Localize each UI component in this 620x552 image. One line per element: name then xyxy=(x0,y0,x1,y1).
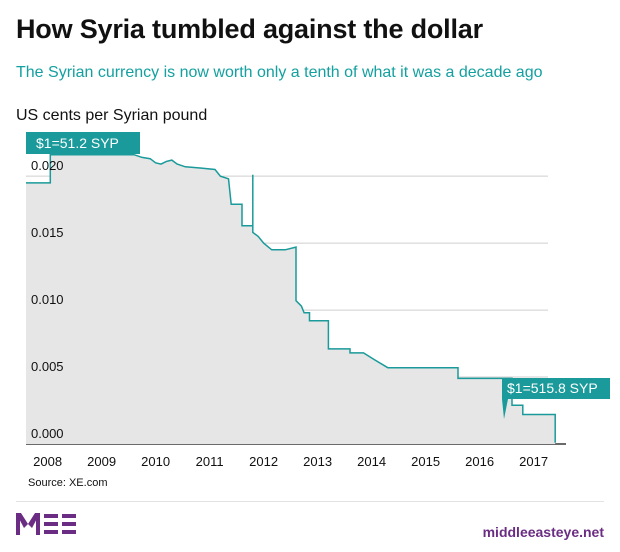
y-tick-label: 0.020 xyxy=(31,158,64,173)
y-tick-label: 0.005 xyxy=(31,359,64,374)
callout-label: $1=51.2 SYP xyxy=(36,135,119,151)
x-tick-label: 2011 xyxy=(196,454,224,469)
site-url: middleeasteye.net xyxy=(482,524,604,540)
x-axis-ticks: 2008 2009 2010 2011 2012 2013 2014 2015 2016 2017 xyxy=(33,454,548,469)
callout-pointer xyxy=(502,399,508,420)
x-tick-label: 2017 xyxy=(519,454,548,469)
x-tick-label: 2016 xyxy=(465,454,494,469)
y-axis-title: US cents per Syrian pound xyxy=(16,107,208,124)
y-tick-label: 0.000 xyxy=(31,426,64,441)
callout-box xyxy=(26,132,140,154)
footer-divider xyxy=(16,501,604,502)
chart-subtitle: The Syrian currency is now worth only a … xyxy=(16,64,543,81)
x-tick-label: 2012 xyxy=(249,454,278,469)
mee-logo-icon xyxy=(16,513,76,535)
y-tick-label: 0.010 xyxy=(31,292,64,307)
x-tick-label: 2010 xyxy=(141,454,170,469)
x-tick-label: 2015 xyxy=(411,454,440,469)
chart-title: How Syria tumbled against the dollar xyxy=(16,14,483,44)
x-tick-label: 2013 xyxy=(303,454,332,469)
series-line xyxy=(26,153,556,443)
y-tick-label: 0.015 xyxy=(31,225,64,240)
source-note: Source: XE.com xyxy=(28,477,108,489)
x-tick-label: 2009 xyxy=(87,454,116,469)
x-tick-label: 2008 xyxy=(33,454,62,469)
y-axis-ticks: 0.020 0.015 0.010 0.005 0.000 xyxy=(31,158,64,441)
x-tick-label: 2014 xyxy=(357,454,386,469)
annotations: $1=51.2 SYP $1=515.8 SYP xyxy=(26,132,610,420)
area-fill xyxy=(26,154,556,444)
callout-label: $1=515.8 SYP xyxy=(507,380,598,396)
callout-box xyxy=(502,378,610,399)
